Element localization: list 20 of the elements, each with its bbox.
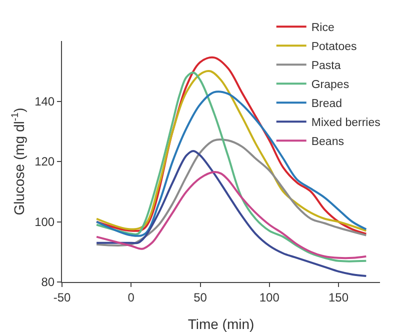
y-tick-label: 140 — [34, 94, 55, 108]
legend-label: Beans — [311, 136, 344, 148]
legend-label: Bread — [311, 98, 342, 110]
x-tick-label: 0 — [128, 290, 135, 304]
legend-label: Rice — [311, 22, 334, 34]
line-series — [96, 150, 368, 277]
line-series — [96, 171, 368, 260]
y-tick-label: 80 — [41, 275, 55, 290]
x-axis-title: Time (min) — [188, 316, 254, 332]
legend-label: Pasta — [311, 60, 342, 72]
x-tick-label: 50 — [194, 290, 208, 304]
y-tick-label: 120 — [34, 154, 55, 169]
legend-label: Grapes — [311, 79, 350, 92]
legend-label: Mixed berries — [311, 117, 381, 130]
x-tick-label: -50 — [53, 290, 71, 304]
legend-label: Potatoes — [311, 41, 358, 54]
y-tick-label: 100 — [34, 214, 55, 229]
x-tick-label: 150 — [328, 290, 349, 304]
x-tick-label: 100 — [259, 290, 280, 304]
line-series — [96, 138, 368, 246]
